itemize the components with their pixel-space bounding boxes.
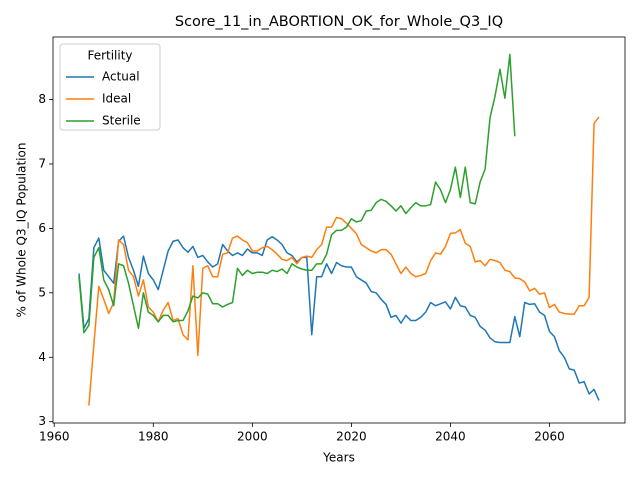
y-tick-label: 5 <box>38 285 46 299</box>
plot-frame <box>52 36 626 424</box>
chart-title: Score_11_in_ABORTION_OK_for_Whole_Q3_IQ <box>175 14 503 30</box>
x-tick-label: 2000 <box>237 430 268 444</box>
x-axis-label: Years <box>322 451 355 465</box>
x-tick-label: 2020 <box>336 430 367 444</box>
x-tick-label: 1980 <box>138 430 169 444</box>
legend-label: Sterile <box>102 114 141 128</box>
line-series <box>88 116 600 406</box>
legend-title: Fertility <box>87 49 132 63</box>
x-tick-label: 1960 <box>39 430 70 444</box>
line-series <box>78 53 516 334</box>
x-tick-label: 2040 <box>435 430 466 444</box>
y-tick-label: 7 <box>38 156 46 170</box>
legend-label: Ideal <box>102 92 131 106</box>
y-tick-label: 4 <box>38 350 46 364</box>
y-axis-label: % of Whole Q3_IQ Population <box>15 143 29 318</box>
x-tick-label: 2060 <box>534 430 565 444</box>
y-tick-label: 3 <box>38 414 46 428</box>
line-series <box>78 235 600 401</box>
y-tick-label: 8 <box>38 92 46 106</box>
legend-label: Actual <box>102 70 140 84</box>
legend-box <box>59 43 161 131</box>
y-tick-label: 6 <box>38 221 46 235</box>
